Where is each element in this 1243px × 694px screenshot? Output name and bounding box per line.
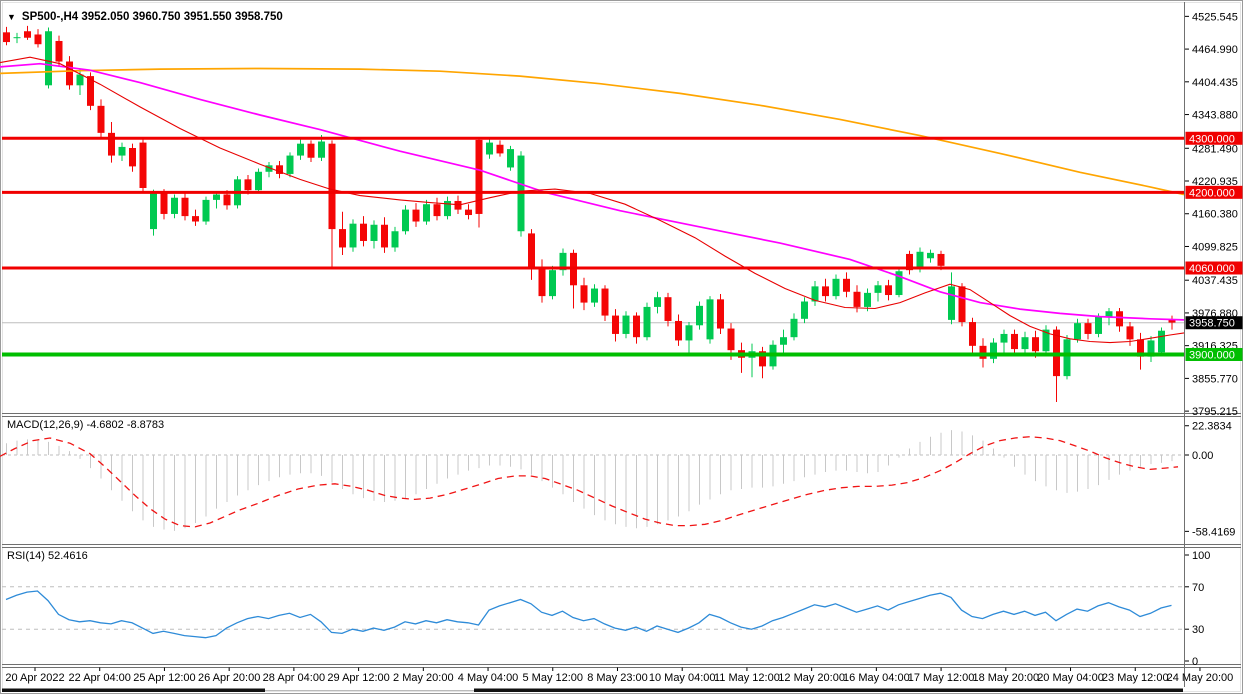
ma-mid-line (0, 62, 1185, 321)
price-tick-label: 4464.990 (1192, 44, 1238, 56)
macd-histogram (6, 430, 1173, 531)
price-tick-label: 4281.490 (1192, 143, 1238, 155)
time-tick-label: 5 May 12:00 (522, 672, 583, 684)
time-tick-label: 20 May 04:00 (1037, 672, 1104, 684)
price-tick-label: 4037.435 (1192, 275, 1238, 287)
macd-tick-label: 0.00 (1192, 450, 1213, 462)
price-tick-label: 4525.545 (1192, 11, 1238, 23)
level-price-badge-3900.000: 3900.000 (1185, 347, 1243, 361)
time-tick-label: 26 Apr 20:00 (198, 672, 260, 684)
time-tick-label: 8 May 23:00 (587, 672, 648, 684)
price-tick-label: 4160.380 (1192, 209, 1238, 221)
horizontal-level-lines[interactable] (2, 136, 1184, 357)
svg-text:4060.000: 4060.000 (1189, 263, 1235, 275)
rsi-tick-label: 0 (1192, 656, 1198, 668)
svg-text:4300.000: 4300.000 (1189, 133, 1235, 145)
rsi-axis[interactable]: 100 70 30 0 (1185, 550, 1210, 668)
time-tick-label: 25 Apr 12:00 (133, 672, 195, 684)
level-price-badge-4300.000: 4300.000 (1185, 131, 1243, 145)
rsi-tick-label: 70 (1192, 582, 1204, 594)
macd-signal-line (0, 436, 1179, 528)
price-tick-label: 3855.770 (1192, 373, 1238, 385)
rsi-tick-label: 30 (1192, 624, 1204, 636)
macd-tick-label: -58.4169 (1192, 526, 1235, 538)
time-tick-label: 20 Apr 2022 (5, 672, 64, 684)
ma-fast-line (0, 56, 1185, 344)
time-tick-label: 23 May 12:00 (1102, 672, 1169, 684)
price-tick-label: 3795.215 (1192, 406, 1238, 418)
rsi-tick-label: 100 (1192, 550, 1210, 562)
current-price-badge: 3958.750 (1185, 316, 1243, 330)
macd-tick-label: 22.3834 (1192, 421, 1232, 433)
time-tick-label: 4 May 04:00 (458, 672, 519, 684)
time-tick-label: 18 May 20:00 (972, 672, 1039, 684)
time-tick-label: 29 Apr 12:00 (327, 672, 389, 684)
collapse-triangle-icon[interactable]: ▼ (7, 11, 16, 22)
panel-dividers (2, 413, 1241, 668)
macd-indicator-label: MACD(12,26,9) -4.6802 -8.8783 (7, 419, 165, 431)
rsi-panel (2, 586, 1184, 630)
time-tick-label: 28 Apr 04:00 (263, 672, 325, 684)
time-tick-label: 22 Apr 04:00 (69, 672, 131, 684)
chart-title-bar: ▼ SP500-,H4 3952.050 3960.750 3951.550 3… (7, 11, 283, 23)
rsi-line (5, 590, 1172, 639)
price-tick-label: 4343.880 (1192, 110, 1238, 122)
svg-text:3900.000: 3900.000 (1189, 349, 1235, 361)
time-tick-label: 2 May 20:00 (393, 672, 454, 684)
svg-text:3958.750: 3958.750 (1189, 318, 1235, 330)
svg-text:4200.000: 4200.000 (1189, 187, 1235, 199)
symbol-ohlc-title: SP500-,H4 3952.050 3960.750 3951.550 395… (21, 11, 283, 23)
rsi-indicator-label: RSI(14) 52.4616 (7, 550, 88, 562)
time-tick-label: 24 May 20:00 (1167, 672, 1234, 684)
time-tick-label: 17 May 12:00 (908, 672, 975, 684)
bottom-scroll-strip[interactable] (2, 688, 1183, 693)
time-tick-label: 12 May 20:00 (778, 672, 845, 684)
time-tick-label: 10 May 04:00 (649, 672, 716, 684)
time-tick-label: 16 May 04:00 (843, 672, 910, 684)
macd-axis[interactable]: 22.3834 0.00 -58.4169 (1185, 421, 1235, 539)
price-tick-label: 4404.435 (1192, 77, 1238, 89)
level-price-badge-4060.000: 4060.000 (1185, 261, 1243, 275)
time-tick-label: 11 May 12:00 (714, 672, 780, 684)
price-tick-label: 4220.935 (1192, 176, 1238, 188)
ma-slow-line (0, 67, 1185, 196)
time-axis[interactable]: 20 Apr 2022 22 Apr 04:00 25 Apr 12:00 26 Ap… (5, 667, 1234, 685)
level-price-badge-4200.000: 4200.000 (1185, 185, 1243, 199)
price-tick-label: 4099.825 (1192, 241, 1238, 253)
